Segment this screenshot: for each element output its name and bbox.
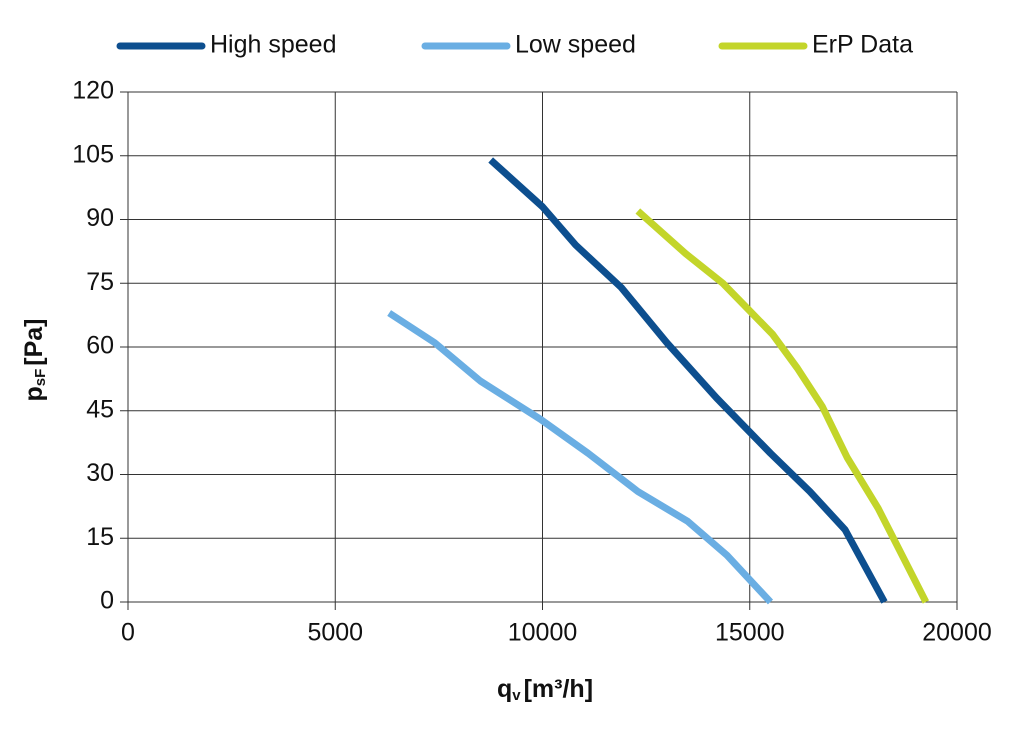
y-label-sub: sF bbox=[32, 369, 49, 387]
y-tick-label: 15 bbox=[86, 523, 114, 551]
series-line bbox=[635, 208, 930, 604]
y-tick-label: 60 bbox=[86, 332, 114, 360]
x-tick-label: 20000 bbox=[922, 619, 992, 647]
y-label-main: p bbox=[20, 386, 48, 401]
x-label-unit: [m³/h] bbox=[524, 675, 593, 703]
legend-label: ErP Data bbox=[812, 31, 913, 59]
x-label-sub: v bbox=[512, 687, 521, 704]
x-axis-label: qv [m³/h] bbox=[497, 675, 593, 704]
y-tick-label: 90 bbox=[86, 204, 114, 232]
series-line bbox=[488, 157, 888, 604]
y-label-unit: [Pa] bbox=[20, 318, 48, 365]
y-tick-label: 75 bbox=[86, 268, 114, 296]
x-label-main: q bbox=[497, 675, 512, 703]
y-tick-label: 0 bbox=[100, 587, 114, 615]
x-tick-label: 5000 bbox=[307, 619, 363, 647]
x-tick-label: 0 bbox=[121, 619, 135, 647]
series-line bbox=[387, 310, 774, 605]
y-tick-label: 30 bbox=[86, 459, 114, 487]
x-tick-label: 15000 bbox=[715, 619, 785, 647]
y-axis-label: psF [Pa] bbox=[20, 318, 49, 401]
y-tick-label: 105 bbox=[72, 140, 114, 168]
legend-label: Low speed bbox=[515, 31, 636, 59]
y-tick-label: 45 bbox=[86, 395, 114, 423]
x-tick-label: 10000 bbox=[508, 619, 578, 647]
y-tick-label: 120 bbox=[72, 77, 114, 105]
legend-label: High speed bbox=[210, 31, 336, 59]
